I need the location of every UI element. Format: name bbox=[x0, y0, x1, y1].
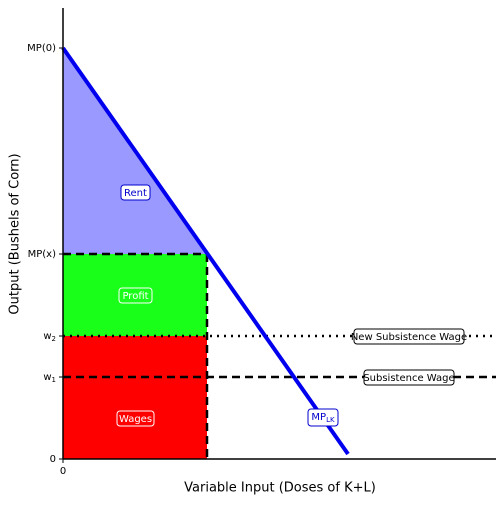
wages-area bbox=[63, 336, 207, 459]
label-box bbox=[363, 369, 455, 386]
y-tick-label: MP(x) bbox=[28, 249, 56, 260]
profit-label: Profit bbox=[122, 291, 148, 302]
y-tick-label: w2 bbox=[43, 331, 56, 343]
mp-line bbox=[61, 46, 350, 456]
y-tick-label: 0 bbox=[50, 454, 56, 465]
y-axis-label: Output (Bushels of Corn) bbox=[8, 153, 23, 314]
subsistence-label: Subsistence Wage bbox=[363, 373, 454, 384]
y-tick-label: MP(0) bbox=[27, 43, 56, 54]
y-tick-label: w1 bbox=[43, 372, 56, 384]
label-box bbox=[116, 410, 155, 427]
label-box bbox=[118, 287, 153, 304]
x-tick-label: 0 bbox=[60, 466, 66, 477]
label-box bbox=[353, 328, 465, 345]
label-box bbox=[120, 184, 151, 201]
new-subsistence-label: New Subsistence Wage bbox=[351, 332, 467, 343]
x-axis-label: Variable Input (Doses of K+L) bbox=[184, 481, 376, 496]
wages-label: Wages bbox=[119, 414, 152, 425]
mp-label: MPLK bbox=[311, 412, 335, 424]
rent-label: Rent bbox=[124, 188, 147, 199]
label-box bbox=[307, 408, 339, 427]
y-ticks: MP(0) MP(x) w2 w1 0 bbox=[27, 43, 63, 465]
